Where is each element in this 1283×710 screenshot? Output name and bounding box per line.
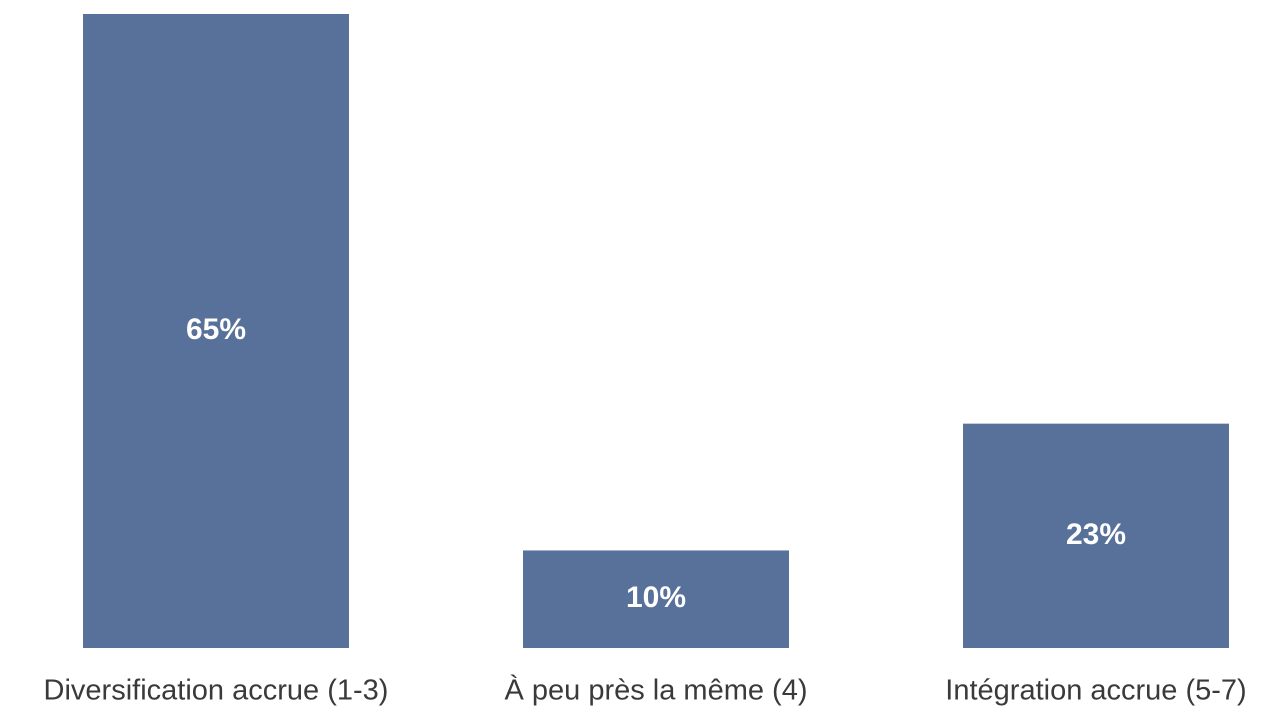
bar	[83, 14, 349, 648]
bar	[523, 550, 789, 648]
x-tick-label: À peu près la même (4)	[504, 674, 807, 707]
value-label: 23%	[1066, 518, 1126, 551]
x-tick-label: Intégration accrue (5-7)	[945, 675, 1246, 707]
bar	[963, 423, 1229, 648]
x-tick-label: Diversification accrue (1-3)	[44, 675, 389, 707]
value-label: 65%	[186, 313, 246, 346]
value-label: 10%	[626, 581, 686, 614]
